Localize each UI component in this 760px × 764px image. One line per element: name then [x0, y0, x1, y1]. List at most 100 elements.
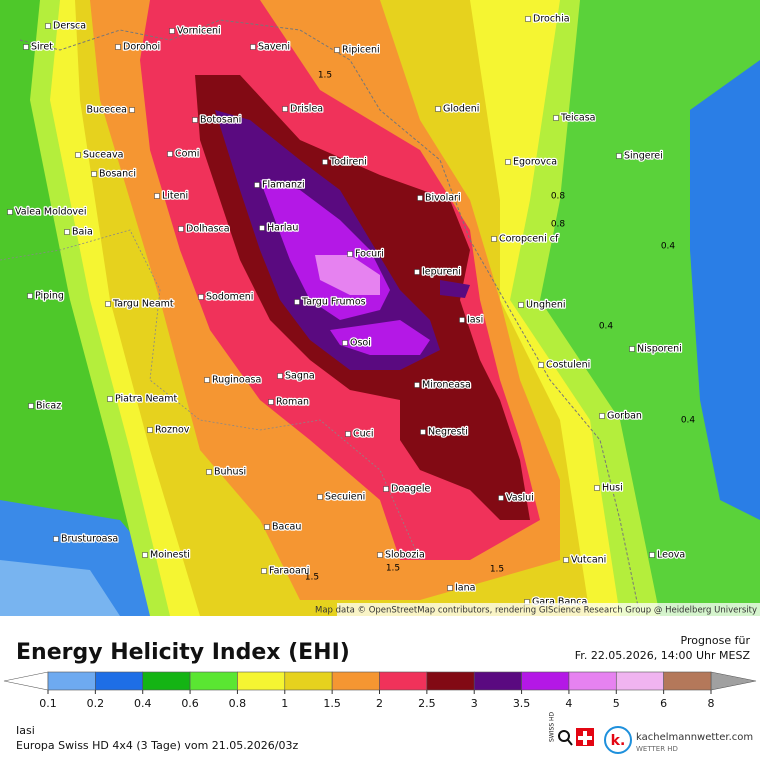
city-marker	[594, 485, 600, 491]
legend-swatch	[521, 671, 570, 691]
legend-tick-label: 5	[613, 697, 620, 710]
legend-tick-label: 0.4	[134, 697, 152, 710]
city-label: Teicasa	[560, 113, 596, 124]
city-marker	[317, 494, 323, 500]
city-label: Drislea	[290, 104, 323, 115]
city-label: Bosanci	[99, 169, 136, 180]
city-label: Bacau	[272, 522, 301, 533]
city-marker	[345, 431, 351, 437]
city-label: Ripiceni	[342, 45, 380, 56]
city-label: Doagele	[391, 484, 430, 495]
contour-label: 1.5	[318, 71, 332, 81]
city-marker	[91, 171, 97, 177]
city-label: Vutcani	[571, 555, 606, 566]
city-marker	[204, 377, 210, 383]
city-label: Harlau	[267, 223, 298, 234]
city-marker	[261, 568, 267, 574]
legend-swatch	[284, 671, 333, 691]
city-marker	[505, 159, 511, 165]
legend-swatch	[426, 671, 475, 691]
city-label: Saveni	[258, 42, 290, 53]
logo-text: kachelmannwetter.com	[636, 732, 753, 743]
city-label: Secuieni	[325, 492, 365, 503]
city-label: Iasi	[467, 315, 483, 326]
city-label: Slobozia	[385, 550, 425, 561]
city-label: Dorohoi	[123, 42, 160, 53]
legend-tick-label: 2.5	[418, 697, 436, 710]
city-marker	[282, 106, 288, 112]
city-label: Brusturoasa	[61, 534, 118, 545]
city-marker	[518, 302, 524, 308]
legend-arrow-high	[710, 671, 757, 691]
city-marker	[7, 209, 13, 215]
city-label: Piping	[35, 291, 64, 302]
city-label: Comi	[175, 149, 199, 160]
city-label: Egorovca	[513, 157, 557, 168]
city-marker	[491, 236, 497, 242]
city-label: Siret	[31, 42, 53, 53]
city-marker	[553, 115, 559, 121]
legend-tick-label: 4	[565, 697, 572, 710]
swiss-hd: SWISS HD	[549, 711, 556, 742]
city-label: Bivolari	[425, 193, 461, 204]
city-label: Drochia	[533, 14, 570, 25]
city-label: Leova	[657, 550, 685, 561]
city-label: Husi	[602, 483, 623, 494]
city-marker	[649, 552, 655, 558]
city-marker	[169, 28, 175, 34]
location: Iasi	[16, 724, 35, 737]
svg-text:k.: k.	[611, 733, 626, 749]
city-marker	[294, 299, 300, 305]
city-marker	[538, 362, 544, 368]
city-label: Vaslui	[506, 493, 534, 504]
legend-swatch	[47, 671, 96, 691]
city-marker	[28, 403, 34, 409]
legend: 0.1 0.2 0.4 0.6 0.8 1 1.5 2 2.5 3 3.5 4 5 6 8	[3, 671, 757, 710]
city-marker	[347, 251, 353, 257]
city-label: Coropceni cf	[499, 234, 559, 245]
city-marker	[64, 229, 70, 235]
legend-swatch	[189, 671, 238, 691]
city-marker	[45, 23, 51, 29]
city-marker	[563, 557, 569, 563]
legend-tick-label: 0.2	[87, 697, 105, 710]
city-label: Suceava	[83, 150, 123, 161]
city-marker	[616, 153, 622, 159]
city-marker	[264, 524, 270, 530]
city-label: Ruginoasa	[212, 375, 261, 386]
legend-tick-label: 0.1	[39, 697, 57, 710]
city-marker	[383, 486, 389, 492]
attribution: Map data © OpenStreetMap contributors, r…	[315, 606, 757, 616]
legend-tick-label: 0.6	[181, 697, 199, 710]
city-marker	[105, 301, 111, 307]
city-marker	[129, 107, 135, 113]
legend-tick-label: 3	[471, 697, 478, 710]
legend-swatch	[568, 671, 617, 691]
legend-tick-label: 1	[281, 697, 288, 710]
logo: SWISS HD k. kachelmannwetter.com WETTER …	[549, 711, 753, 754]
contour-label: 1.5	[386, 564, 400, 574]
city-marker	[525, 16, 531, 22]
contour-label: 0.4	[661, 242, 676, 252]
city-marker	[629, 346, 635, 352]
model-run: Europa Swiss HD 4x4 (3 Tage) vom 21.05.2…	[16, 739, 298, 752]
city-marker	[27, 293, 33, 299]
forecast-label: Prognose für	[681, 634, 751, 647]
contour-label: 0.8	[551, 192, 566, 202]
city-label: Bucecea	[87, 105, 128, 116]
city-label: Cuci	[353, 429, 374, 440]
city-label: Todireni	[329, 157, 367, 168]
city-marker	[250, 44, 256, 50]
city-marker	[259, 225, 265, 231]
city-marker	[23, 44, 29, 50]
city-label: Dersca	[53, 21, 86, 32]
city-label: Focuri	[355, 249, 384, 260]
city-marker	[178, 226, 184, 232]
city-label: Gorban	[607, 411, 642, 422]
city-label: Sodomeni	[206, 292, 253, 303]
legend-swatch	[379, 671, 428, 691]
logo-sub: WETTER HD	[636, 745, 678, 753]
city-marker	[115, 44, 121, 50]
city-label: Glodeni	[443, 104, 479, 115]
